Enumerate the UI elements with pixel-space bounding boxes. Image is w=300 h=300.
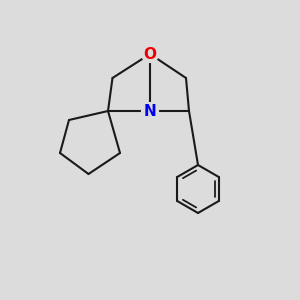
Circle shape <box>142 46 158 62</box>
Circle shape <box>142 103 158 119</box>
Text: O: O <box>143 46 157 62</box>
Text: N: N <box>144 103 156 118</box>
